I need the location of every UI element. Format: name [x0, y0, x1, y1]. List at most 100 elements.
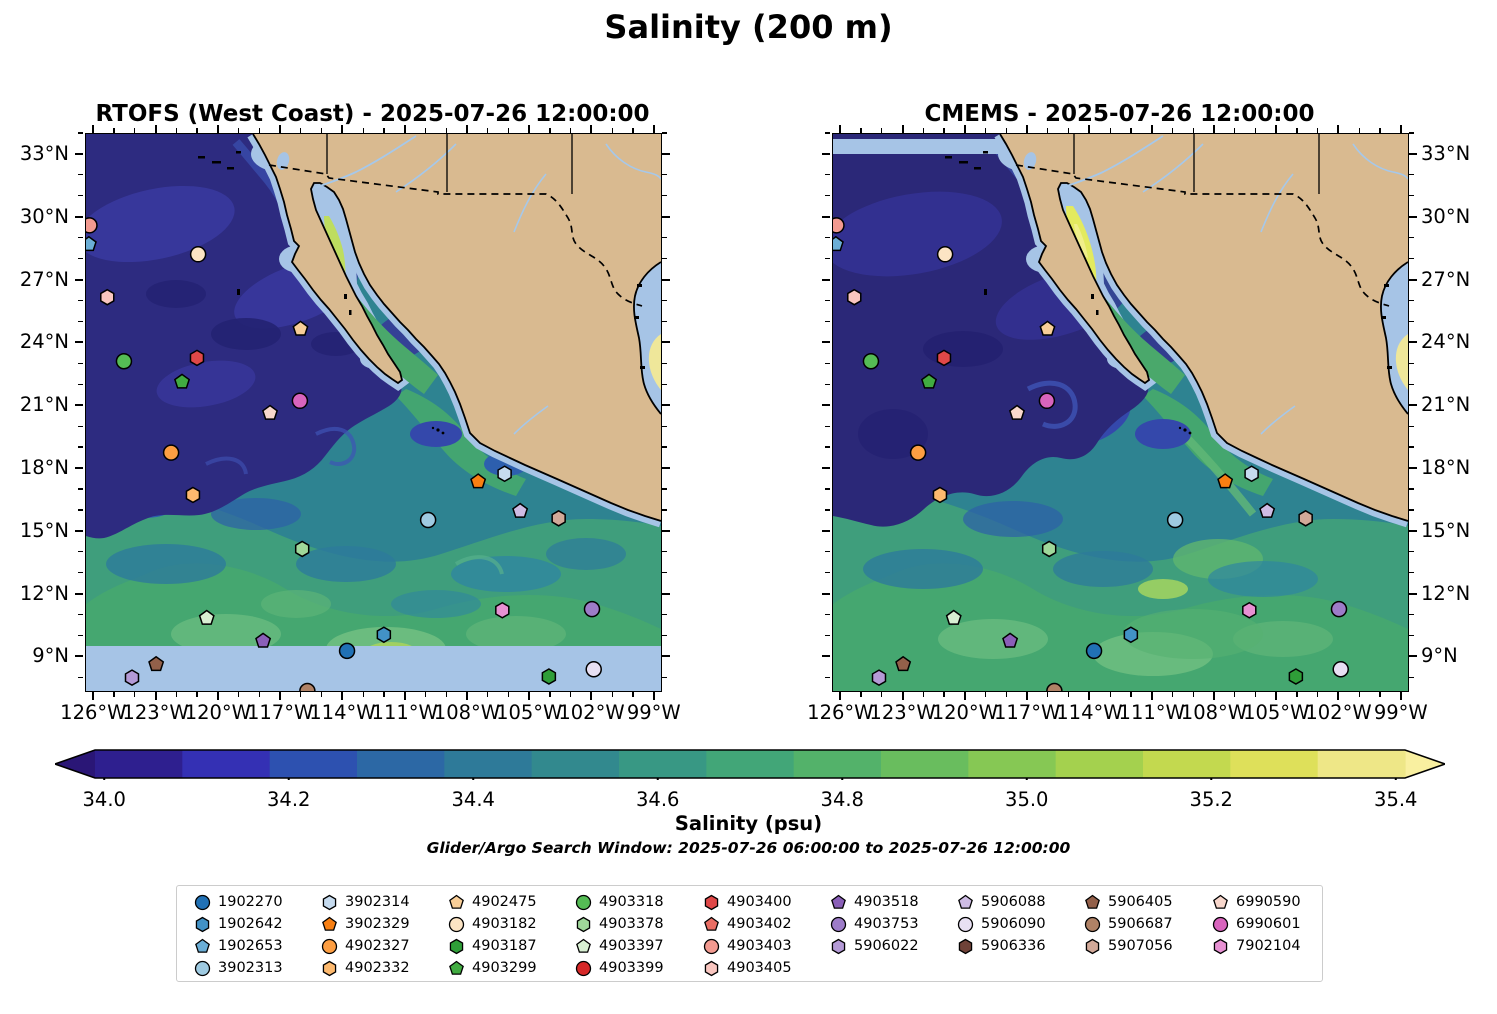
axis-tick — [825, 362, 830, 364]
float-marker-6990590 — [261, 404, 279, 420]
legend-entry-4903399: 4903399 — [575, 959, 664, 977]
legend-entry-3902314: 3902314 — [321, 893, 410, 911]
pentagon-marker-icon — [704, 916, 719, 931]
legend-float-id: 6990601 — [1236, 916, 1301, 932]
hexagon-marker-icon — [322, 894, 337, 910]
lon-tick-label: 105°W — [1243, 701, 1310, 724]
pentagon-marker-icon — [831, 894, 846, 909]
legend-float-id: 4902475 — [472, 894, 537, 910]
axis-tick — [75, 529, 83, 532]
lon-tick-label: 120°W — [184, 701, 251, 724]
legend-entry-5907056: 5907056 — [1084, 937, 1173, 955]
axis-tick — [1379, 692, 1381, 697]
float-marker-5906090 — [585, 661, 602, 678]
axis-tick — [1109, 692, 1111, 697]
axis-tick — [822, 215, 830, 218]
lon-tick-label: 123°W — [122, 701, 189, 724]
axis-tick — [1409, 278, 1417, 281]
axis-tick — [403, 692, 406, 700]
axis-tick — [1234, 128, 1236, 133]
axis-tick — [216, 692, 219, 700]
axis-tick — [825, 614, 830, 616]
float-marker-4902475 — [292, 320, 309, 336]
axis-tick — [1409, 655, 1417, 658]
circle-marker-icon — [321, 938, 338, 954]
pentagon-marker-icon — [449, 960, 464, 975]
axis-tick — [1254, 692, 1257, 697]
legend-entry-3902313: 3902313 — [194, 959, 283, 977]
circle-marker-icon — [957, 916, 974, 932]
axis-tick — [92, 125, 95, 133]
float-marker-4903753 — [583, 600, 601, 618]
legend-float-id: 5906336 — [981, 938, 1046, 954]
legend-entry-5906405: 5906405 — [1084, 893, 1173, 911]
legend-float-id: 4903299 — [472, 960, 537, 976]
legend-entry-6990601: 6990601 — [1212, 915, 1301, 933]
legend-entry-4902475: 4902475 — [448, 893, 537, 911]
axis-tick — [662, 132, 667, 134]
float-marker-1902270 — [1085, 642, 1103, 660]
float-marker-4902475 — [1039, 320, 1056, 336]
axis-tick — [279, 125, 282, 133]
axis-tick — [258, 128, 260, 133]
legend-float-id: 4903187 — [472, 938, 537, 954]
legend-entry-6990590: 6990590 — [1212, 893, 1301, 911]
axis-tick — [825, 195, 830, 197]
legend-float-id: 3902329 — [345, 916, 410, 932]
axis-tick — [985, 128, 987, 133]
float-marker-4902332 — [932, 486, 948, 504]
axis-tick — [662, 655, 670, 658]
axis-tick — [75, 655, 83, 658]
axis-tick — [78, 299, 83, 302]
float-marker-6990601 — [291, 392, 309, 410]
axis-tick — [662, 634, 667, 637]
axis-tick — [1409, 446, 1414, 448]
map-image-cmems — [833, 134, 1408, 691]
axis-tick — [75, 215, 83, 218]
axis-tick — [1171, 128, 1174, 133]
float-marker-5906405 — [148, 655, 165, 672]
axis-tick — [1171, 692, 1174, 697]
lat-tick-label: 24°N — [1421, 330, 1471, 354]
axis-tick — [662, 383, 667, 385]
lat-tick-label: 30°N — [1421, 204, 1471, 228]
axis-tick — [1358, 692, 1360, 697]
float-marker-4903378 — [294, 540, 310, 558]
axis-tick — [507, 128, 510, 133]
axis-tick — [258, 692, 260, 697]
lon-tick-label: 111°W — [371, 701, 438, 724]
map-cmems — [832, 133, 1409, 692]
legend-entry-4902327: 4902327 — [321, 937, 410, 955]
pentagon-marker-icon — [1085, 894, 1100, 909]
map-rtofs — [85, 133, 662, 692]
axis-tick — [1379, 128, 1381, 133]
axis-tick — [78, 572, 83, 574]
axis-tick — [662, 341, 670, 344]
legend-float-id: 3902314 — [345, 894, 410, 910]
axis-tick — [963, 125, 966, 133]
axis-tick — [662, 278, 670, 281]
axis-tick — [1234, 692, 1236, 697]
axis-tick — [1047, 692, 1049, 697]
axis-tick — [154, 692, 157, 700]
axis-tick — [321, 692, 323, 697]
float-markers-rtofs — [86, 217, 602, 691]
colorbar-tick-label: 34.6 — [636, 788, 680, 811]
axis-tick — [1088, 692, 1091, 700]
axis-tick — [1409, 404, 1417, 407]
lat-tick-label: 24°N — [19, 330, 69, 354]
axis-tick — [662, 215, 670, 218]
float-marker-5906687 — [1046, 682, 1063, 691]
legend-float-id: 4903518 — [854, 894, 919, 910]
legend-entry-4902332: 4902332 — [321, 959, 410, 977]
axis-tick — [822, 278, 830, 281]
float-markers-cmems — [833, 217, 1349, 691]
axis-tick — [611, 128, 613, 133]
lon-tick-label: 126°W — [60, 701, 127, 724]
lat-tick-label: 9°N — [1421, 644, 1458, 668]
axis-tick — [1088, 125, 1091, 133]
axis-tick — [662, 551, 667, 553]
axis-tick — [1409, 237, 1414, 239]
axis-tick — [825, 320, 830, 323]
float-marker-5907056 — [1298, 509, 1313, 527]
